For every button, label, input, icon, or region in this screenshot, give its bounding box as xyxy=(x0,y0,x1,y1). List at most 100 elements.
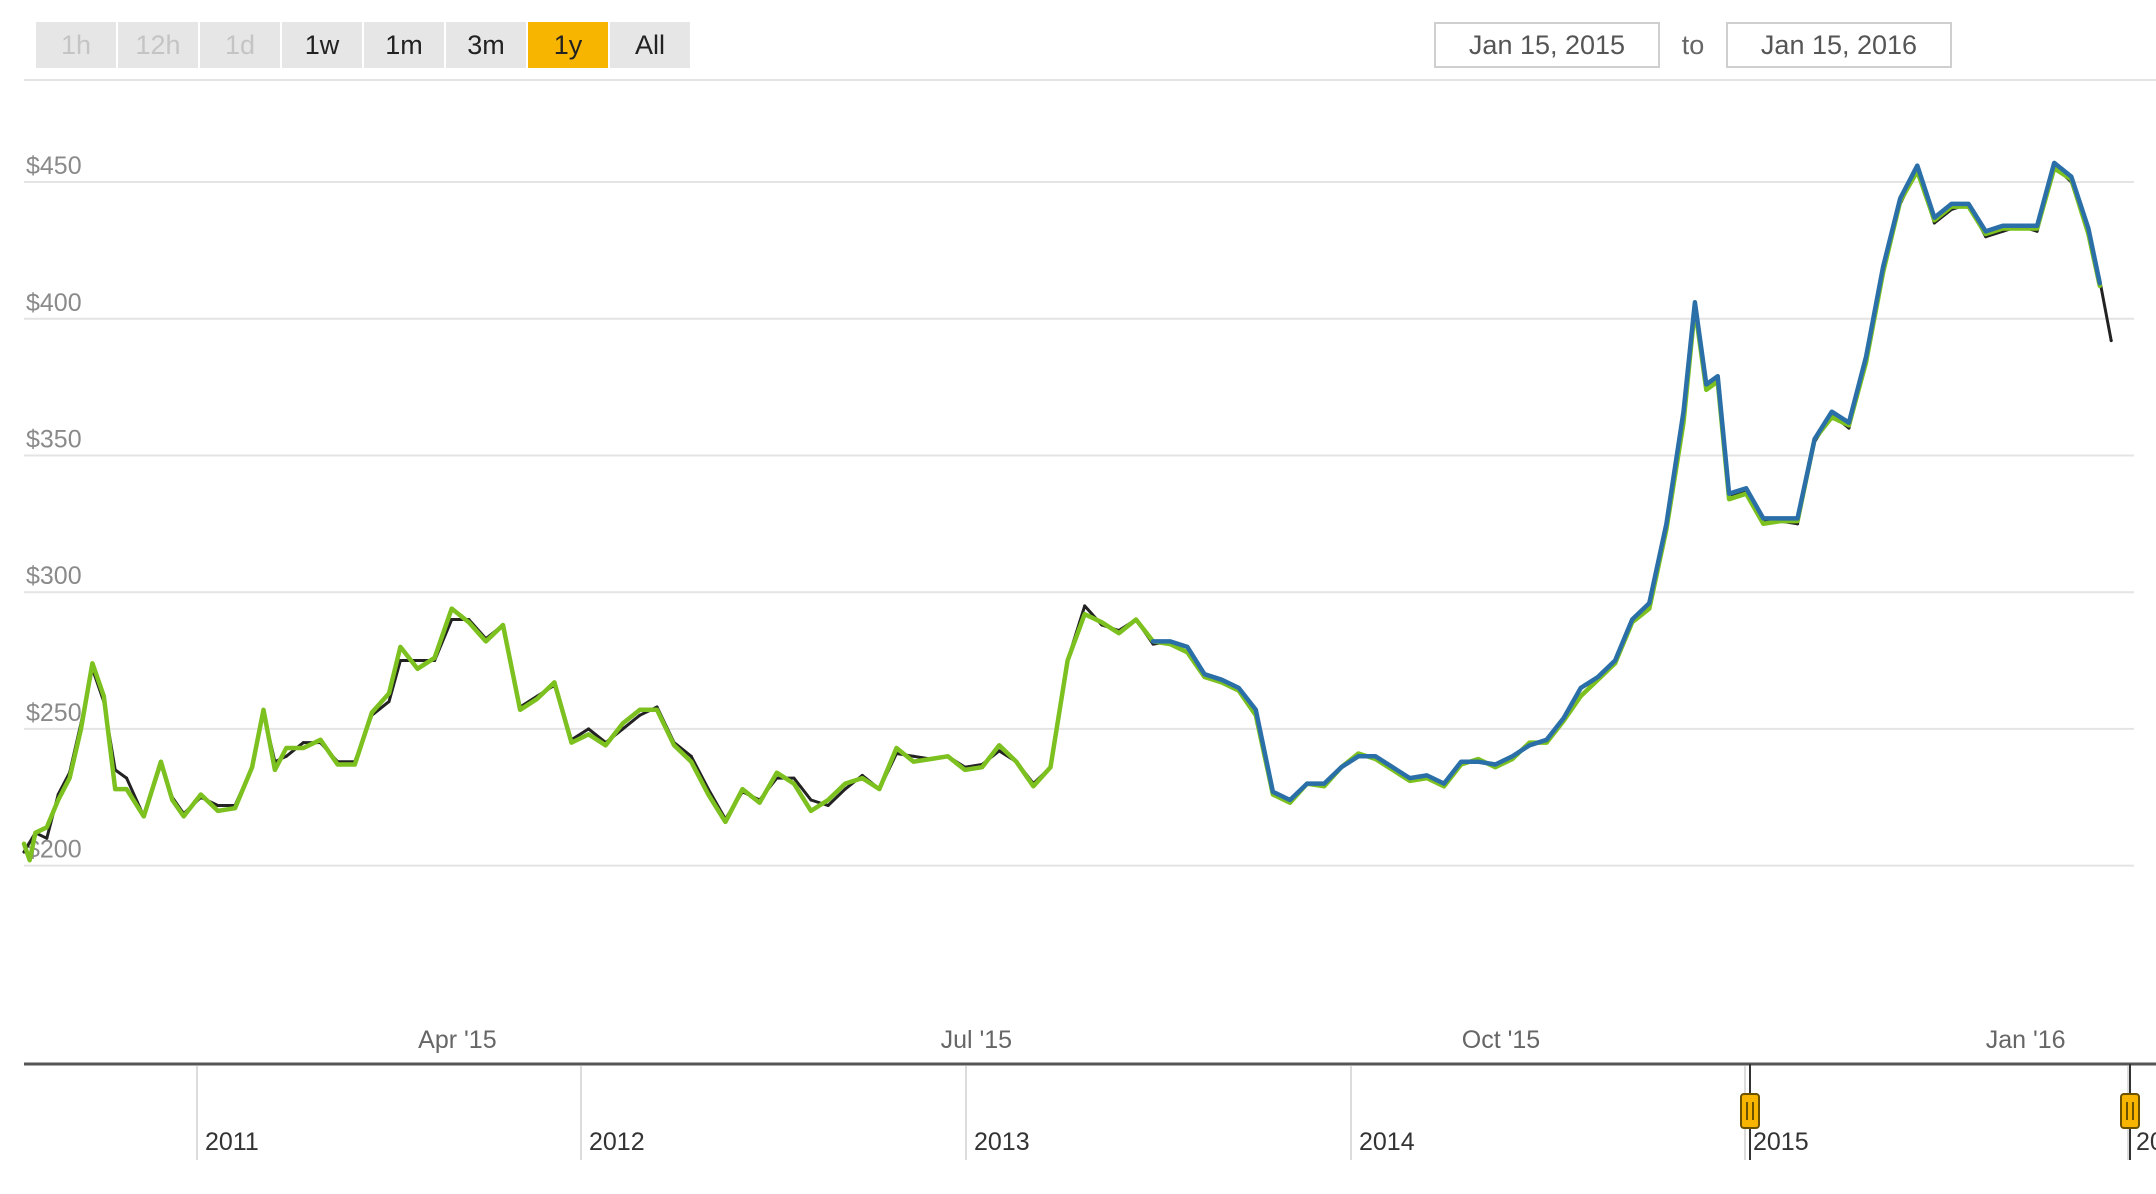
data-point xyxy=(125,787,129,791)
range-button-1m[interactable]: 1m xyxy=(364,22,444,68)
data-point xyxy=(1716,374,1720,378)
data-point xyxy=(1704,382,1708,386)
range-button-all[interactable]: All xyxy=(610,22,690,68)
data-point xyxy=(1664,522,1668,526)
y-tick-label: $350 xyxy=(26,425,82,453)
data-point xyxy=(45,836,49,840)
data-point xyxy=(1704,388,1708,392)
data-point xyxy=(1151,639,1155,643)
navigator-year-label: 2013 xyxy=(974,1128,1030,1156)
data-point xyxy=(518,708,522,712)
data-point xyxy=(569,741,573,745)
range-selector: 1h 12h 1d 1w 1m 3m 1y All xyxy=(36,22,690,68)
data-point xyxy=(1048,765,1052,769)
data-point xyxy=(90,661,94,665)
data-point xyxy=(826,798,830,802)
data-point xyxy=(1778,516,1782,520)
navigator[interactable]: 2011 2012 2013 2014 2015 20 xyxy=(24,1062,2156,1160)
data-point xyxy=(2069,175,2073,179)
data-point xyxy=(1761,516,1765,520)
data-point xyxy=(1864,355,1868,359)
series-line-2 xyxy=(21,166,2103,863)
data-point xyxy=(706,793,710,797)
data-point xyxy=(1083,604,1087,608)
data-point xyxy=(28,858,32,862)
data-point xyxy=(535,697,539,701)
data-point xyxy=(216,803,220,807)
data-point xyxy=(433,656,437,660)
data-point xyxy=(1744,486,1748,490)
data-point xyxy=(638,708,642,712)
navigator-right-handle[interactable] xyxy=(2120,1093,2140,1129)
data-point xyxy=(552,680,556,684)
data-point xyxy=(809,798,813,802)
data-point xyxy=(1727,492,1731,496)
y-tick-label: $400 xyxy=(26,289,82,317)
data-point xyxy=(1374,754,1378,758)
data-point xyxy=(1950,202,1954,206)
data-point xyxy=(1202,672,1206,676)
data-point xyxy=(1271,790,1275,794)
data-point xyxy=(284,746,288,750)
data-point xyxy=(387,700,391,704)
data-point xyxy=(415,667,419,671)
data-point xyxy=(125,776,129,780)
range-button-1d: 1d xyxy=(200,22,280,68)
x-tick-label: Jan '16 xyxy=(1986,1026,2066,1054)
data-point xyxy=(45,825,49,829)
data-point xyxy=(301,746,305,750)
data-point xyxy=(102,694,106,698)
data-point xyxy=(370,711,374,714)
handle-body xyxy=(2120,1093,2140,1129)
data-point xyxy=(1305,782,1309,786)
data-point xyxy=(860,776,864,780)
data-point xyxy=(1813,437,1817,441)
navigator-year-label: 2015 xyxy=(1753,1128,1809,1156)
data-point xyxy=(1630,618,1634,622)
date-to-label: to xyxy=(1681,29,1705,60)
data-point xyxy=(79,727,83,731)
x-tick-label: Apr '15 xyxy=(418,1026,496,1054)
range-button-1w[interactable]: 1w xyxy=(282,22,362,68)
series-lines xyxy=(21,160,2113,863)
data-point xyxy=(1117,631,1121,635)
data-point xyxy=(68,776,72,780)
data-point xyxy=(1579,686,1583,690)
data-point xyxy=(1562,716,1566,720)
data-point xyxy=(1830,410,1834,414)
range-button-1y[interactable]: 1y xyxy=(528,22,608,68)
x-tick-label: Jul '15 xyxy=(941,1026,1012,1054)
data-point xyxy=(398,645,402,649)
data-point xyxy=(741,787,745,791)
data-point xyxy=(775,771,779,775)
data-point xyxy=(912,754,916,758)
data-point xyxy=(1237,686,1241,690)
data-point xyxy=(1898,196,1902,200)
series-line-3 xyxy=(1150,160,2103,803)
data-point xyxy=(199,793,203,797)
data-point xyxy=(250,765,254,769)
navigator-left-handle[interactable] xyxy=(1740,1093,1760,1129)
data-point xyxy=(1761,522,1765,526)
date-to-input[interactable]: Jan 15, 2016 xyxy=(1726,22,1952,68)
data-point xyxy=(353,762,357,766)
data-point xyxy=(1185,645,1189,649)
data-point xyxy=(1932,216,1936,220)
data-point xyxy=(1014,760,1018,764)
range-button-3m[interactable]: 3m xyxy=(446,22,526,68)
data-point xyxy=(2109,339,2113,343)
data-point xyxy=(159,760,163,764)
data-point xyxy=(638,713,642,717)
data-point xyxy=(467,620,471,624)
data-point xyxy=(809,809,813,813)
data-point xyxy=(689,754,693,758)
data-point xyxy=(2052,161,2056,165)
data-point xyxy=(929,757,933,761)
data-point xyxy=(1168,639,1172,643)
data-point xyxy=(980,765,984,769)
data-point xyxy=(1545,738,1549,742)
data-point xyxy=(1391,765,1395,769)
data-point xyxy=(450,607,454,611)
date-from-input[interactable]: Jan 15, 2015 xyxy=(1434,22,1660,68)
data-point xyxy=(2018,224,2022,228)
